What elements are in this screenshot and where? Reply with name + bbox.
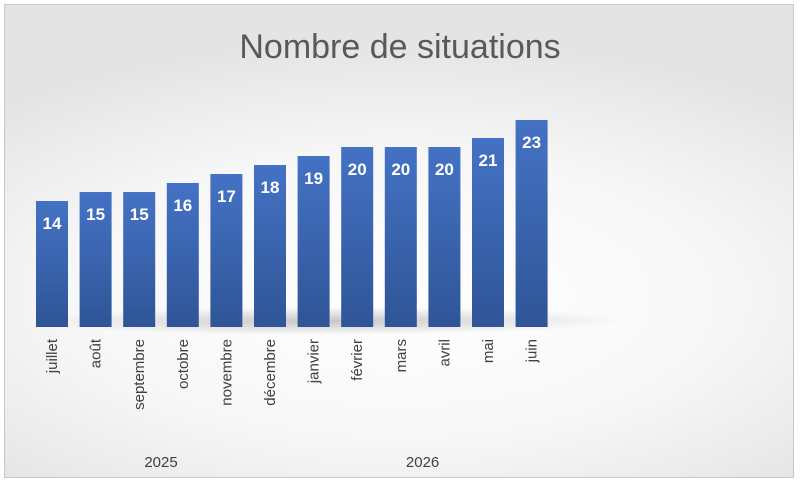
x-tick-label: décembre	[262, 339, 279, 406]
data-label: 16	[173, 196, 192, 215]
x-tick-label: août	[88, 338, 105, 368]
bar-mai	[472, 138, 504, 327]
x-tick-label: février	[349, 339, 366, 381]
x-tick-label: avril	[436, 339, 453, 367]
data-label: 20	[391, 160, 410, 179]
x-group-label: 2025	[144, 454, 177, 471]
bar-avril	[428, 147, 461, 327]
data-label: 19	[304, 169, 323, 188]
bar-octobre	[166, 183, 199, 327]
bar-février	[341, 147, 374, 327]
data-label: 20	[348, 160, 367, 179]
x-tick-label: mai	[480, 339, 497, 363]
bar-mars	[384, 147, 417, 327]
data-label: 15	[86, 205, 105, 224]
bar-juin	[515, 120, 548, 327]
bar-janvier	[297, 156, 330, 327]
x-group-label: 2026	[406, 454, 439, 471]
bar-août	[79, 192, 112, 327]
x-tick-label: juin	[524, 339, 541, 363]
bar-juillet	[36, 201, 68, 327]
data-label: 18	[261, 178, 280, 197]
x-tick-label: novembre	[218, 339, 235, 406]
data-label: 21	[479, 151, 498, 170]
x-tick-label: septembre	[131, 339, 148, 410]
x-tick-label: octobre	[175, 339, 192, 389]
data-label: 23	[522, 133, 541, 152]
data-label: 14	[43, 214, 62, 233]
x-tick-label: mars	[393, 339, 410, 372]
bar-septembre	[123, 192, 156, 327]
x-tick-label: janvier	[306, 339, 323, 384]
chart-title: Nombre de situations	[239, 28, 561, 66]
bar-novembre	[210, 174, 243, 327]
data-label: 20	[435, 160, 454, 179]
data-label: 17	[217, 187, 236, 206]
data-label: 15	[130, 205, 149, 224]
bar-décembre	[254, 165, 286, 327]
x-tick-label: juillet	[44, 338, 61, 374]
